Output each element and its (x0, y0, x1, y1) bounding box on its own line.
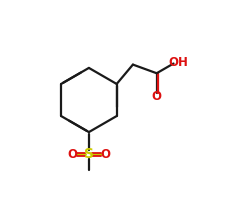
Text: O: O (152, 90, 162, 103)
Text: O: O (67, 148, 77, 161)
Text: S: S (84, 147, 94, 161)
Text: O: O (100, 148, 110, 161)
Text: OH: OH (168, 56, 188, 69)
